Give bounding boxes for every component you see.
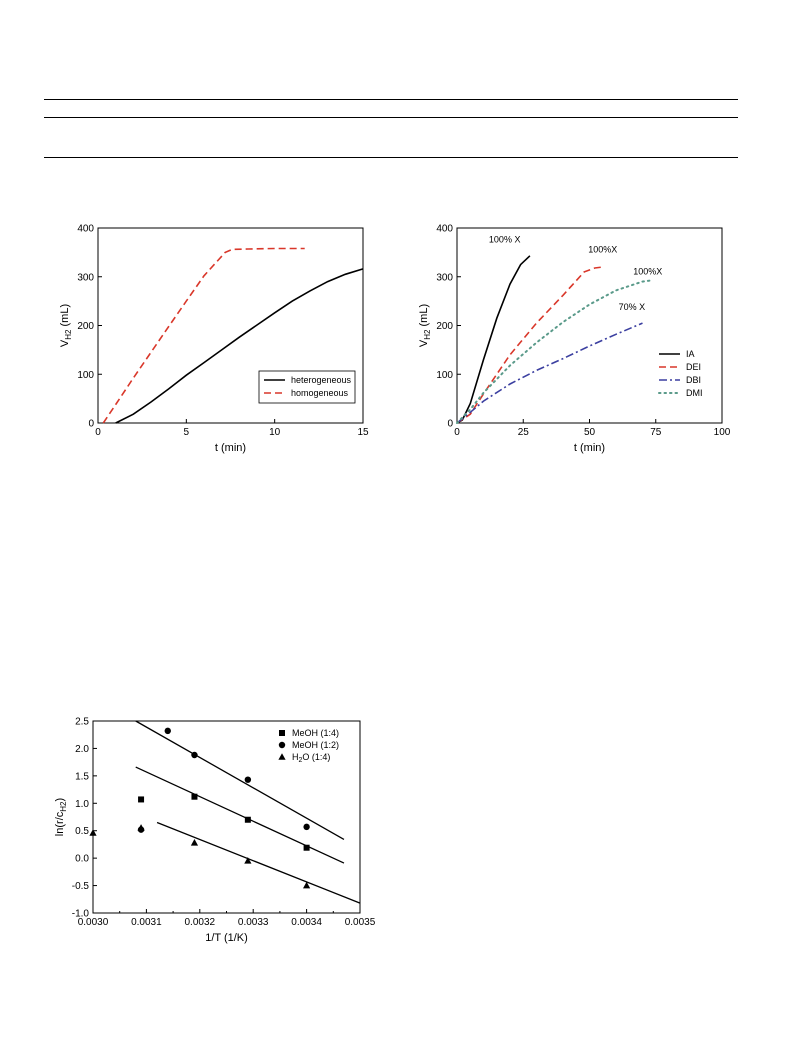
y-tick-label: 400 xyxy=(77,224,94,235)
data-point-triangle xyxy=(89,829,97,836)
y-tick-label: -1.0 xyxy=(72,909,90,920)
x-tick-label: 50 xyxy=(584,427,596,438)
annotation-label: 100% X xyxy=(489,235,521,245)
fit-line-circle xyxy=(135,720,345,841)
x-axis-label: 1/T (1/K) xyxy=(205,932,248,944)
y-tick-label: 200 xyxy=(77,321,94,332)
x-tick-label: 0.0035 xyxy=(345,917,376,928)
x-tick-label: 25 xyxy=(518,427,530,438)
y-tick-label: 100 xyxy=(436,370,453,381)
y-tick-label: 300 xyxy=(77,272,94,283)
data-point-triangle xyxy=(190,838,199,846)
legend-entry-label: IA xyxy=(686,349,695,359)
x-axis-label: t (min) xyxy=(574,442,605,454)
chart1: 0 5 10 15 0 100 200 300 400 t (min) VH2 (mL) hetero… xyxy=(59,224,369,455)
series-line-DEI xyxy=(456,266,603,424)
x-tick-label: 0 xyxy=(454,427,460,438)
fit-line-triangle xyxy=(156,821,361,904)
x-tick-label: 10 xyxy=(269,427,281,438)
series-line-heterogeneous xyxy=(115,268,364,424)
y-tick-label: 300 xyxy=(436,272,453,283)
data-point-circle xyxy=(164,727,171,735)
plot-frame xyxy=(456,227,723,424)
y-axis-label: VH2 (mL) xyxy=(418,304,432,347)
x-tick-label: 100 xyxy=(714,427,731,438)
y-tick-label: 2.0 xyxy=(75,744,89,755)
legend-entry-label: homogeneous xyxy=(291,388,349,398)
legend-entry-label: MeOH (1:4) xyxy=(292,728,339,738)
y-axis-label: ln(r/cH2) xyxy=(54,798,68,836)
top-rule xyxy=(44,99,738,100)
x-tick-label: 75 xyxy=(650,427,662,438)
legend-entry-label: MeOH (1:2) xyxy=(292,740,339,750)
data-point-square xyxy=(138,796,145,803)
y-tick-label: 0.0 xyxy=(75,854,89,865)
y-tick-label: 1.5 xyxy=(75,771,89,782)
legend-box xyxy=(258,370,356,404)
legend-entry-label: DMI xyxy=(686,388,703,398)
data-point-square xyxy=(303,844,310,851)
data-point-circle xyxy=(191,751,198,759)
y-tick-label: 200 xyxy=(436,321,453,332)
legend: MeOH (1:4) MeOH (1:2) H2O (1:4) xyxy=(278,728,339,764)
data-point-triangle xyxy=(303,881,311,889)
table-bottom-rule xyxy=(44,157,738,158)
y-tick-label: 100 xyxy=(77,370,94,381)
y-tick-label: 0 xyxy=(447,419,453,430)
series-line-DMI xyxy=(456,279,655,424)
data-point-square xyxy=(244,816,251,823)
data-point-triangle xyxy=(244,857,252,864)
header-rule xyxy=(44,117,738,118)
x-tick-label: 0.0034 xyxy=(291,917,322,928)
legend-marker-triangle xyxy=(278,753,286,760)
legend-entry-label: DEI xyxy=(686,362,701,372)
x-tick-label: 5 xyxy=(184,427,190,438)
annotation-label: 70% X xyxy=(619,302,646,312)
data-point-square xyxy=(191,793,198,800)
chart3: 0.0030 0.0031 0.0032 0.0033 0.0034 0.0035 -1.0… xyxy=(54,717,376,945)
y-tick-label: 0 xyxy=(88,419,94,430)
y-tick-label: 400 xyxy=(436,224,453,235)
series-line-IA xyxy=(456,255,531,424)
x-tick-label: 0.0030 xyxy=(78,917,109,928)
x-tick-label: 15 xyxy=(357,427,369,438)
legend-marker-square xyxy=(279,730,285,736)
x-tick-label: 0.0031 xyxy=(131,917,162,928)
y-tick-label: 0.5 xyxy=(75,826,89,837)
annotation-label: 100%X xyxy=(633,266,662,276)
y-axis-label: VH2 (mL) xyxy=(59,304,73,347)
y-tick-label: -0.5 xyxy=(72,881,90,892)
series-line-DBI xyxy=(456,322,643,424)
x-tick-label: 0.0032 xyxy=(185,917,216,928)
x-tick-label: 0 xyxy=(95,427,101,438)
x-tick-label: 0.0033 xyxy=(238,917,269,928)
data-point-triangle xyxy=(137,824,145,831)
legend-entry-label: DBI xyxy=(686,375,701,385)
chart2: 0 25 50 75 100 0 100 200 300 400 t (min) VH2 (mL) 10… xyxy=(418,224,731,455)
data-point-circle xyxy=(303,823,310,831)
y-tick-label: 1.0 xyxy=(75,799,89,810)
legend-marker-circle xyxy=(278,741,286,749)
series-line-homogeneous xyxy=(102,247,305,424)
data-point-circle xyxy=(244,776,252,783)
x-axis-label: t (min) xyxy=(215,442,246,454)
y-tick-label: 2.5 xyxy=(75,717,89,728)
legend: IA DEI DBI DMI xyxy=(658,349,703,398)
fit-line-square xyxy=(135,766,345,864)
legend: heterogeneous homogeneous xyxy=(258,370,356,404)
annotation-label: 100%X xyxy=(588,244,617,254)
legend-entry-label: heterogeneous xyxy=(291,375,352,385)
legend-entry-label: H2O (1:4) xyxy=(292,752,330,764)
